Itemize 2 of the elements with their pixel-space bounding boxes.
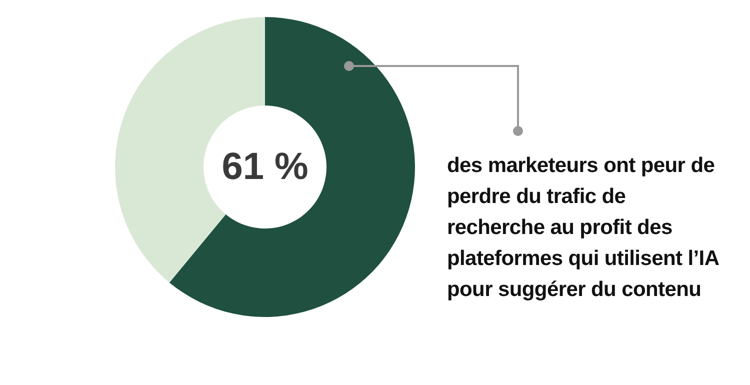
text: des marketeurs ont peur de perdre du trafic de recherche au profit des plateformes qui utilisent l’IA pour suggérer du contenu bbox=[447, 153, 720, 303]
text: 61 % bbox=[220, 145, 310, 189]
